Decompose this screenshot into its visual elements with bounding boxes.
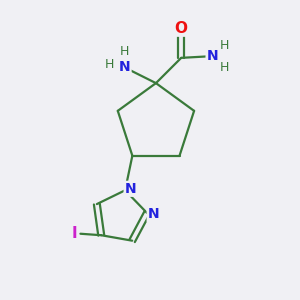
Text: N: N bbox=[119, 60, 130, 74]
Text: H: H bbox=[220, 61, 230, 74]
Text: I: I bbox=[72, 226, 77, 241]
Text: H: H bbox=[220, 39, 230, 52]
Text: N: N bbox=[207, 50, 218, 63]
Text: O: O bbox=[175, 21, 188, 36]
Text: N: N bbox=[125, 182, 136, 196]
Text: N: N bbox=[148, 207, 159, 221]
Text: H: H bbox=[105, 58, 114, 71]
Text: H: H bbox=[120, 45, 129, 58]
